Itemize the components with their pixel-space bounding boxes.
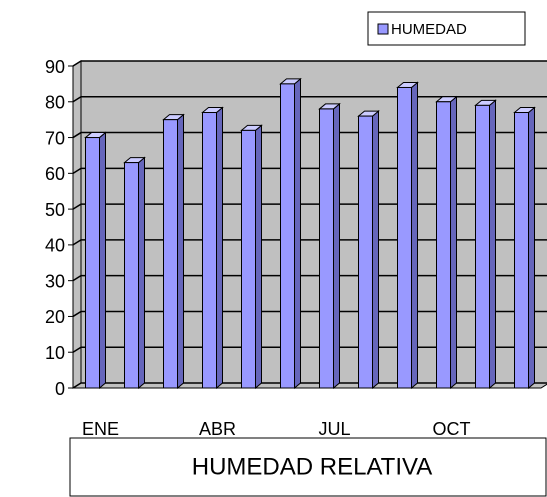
bar: [240, 124, 263, 390]
bar-side: [333, 102, 340, 390]
legend-swatch: [377, 23, 389, 35]
bar-side: [489, 99, 496, 390]
legend-label: HUMEDAD: [391, 21, 467, 38]
bar: [474, 99, 497, 390]
legend-box: [367, 11, 526, 46]
bar-front: [358, 115, 373, 389]
y-tick-label: 30: [45, 271, 65, 291]
chart-title: HUMEDAD RELATIVA: [192, 453, 432, 480]
x-tick-label: ENE: [82, 419, 119, 439]
bar-side: [138, 156, 145, 390]
grid-line: [72, 239, 547, 246]
y-tick-label: 50: [45, 200, 65, 220]
grid-line: [72, 96, 547, 103]
bar-front: [475, 104, 490, 389]
bar: [435, 95, 458, 390]
bar: [513, 106, 536, 390]
title-box: [69, 437, 547, 497]
y-tick-label: 60: [45, 164, 65, 184]
y-tick-label: 0: [55, 379, 65, 399]
bar: [396, 81, 419, 390]
bar: [84, 131, 107, 390]
grid-line: [72, 310, 547, 318]
y-tick-label: 70: [45, 128, 65, 148]
bar: [357, 110, 380, 390]
bar-side: [450, 95, 457, 390]
bar-side: [372, 110, 379, 390]
y-tick-label: 10: [45, 343, 65, 363]
bar-side: [99, 131, 106, 390]
bar-front: [85, 137, 100, 389]
x-tick-label: JUL: [318, 419, 350, 439]
bar: [162, 113, 185, 390]
grid-line: [72, 167, 547, 174]
bar-front: [319, 108, 334, 389]
grid-line: [72, 203, 547, 210]
bar-front: [202, 112, 217, 389]
bar-side: [528, 106, 535, 390]
y-tick-label: 40: [45, 236, 65, 256]
grid-line: [72, 60, 547, 67]
bar-front: [241, 129, 256, 389]
bar-side: [255, 124, 262, 390]
bar-front: [514, 112, 529, 389]
x-tick-label: ABR: [199, 419, 236, 439]
grid-line: [72, 131, 547, 139]
bar: [201, 106, 224, 390]
bar: [123, 156, 146, 390]
bar-front: [280, 83, 295, 389]
bar: [318, 102, 341, 390]
bar-front: [436, 101, 451, 389]
x-tick-label: OCT: [433, 419, 471, 439]
grid-line: [72, 382, 547, 389]
grid-line: [72, 346, 547, 353]
y-tick-label: 90: [45, 57, 65, 77]
bar-front: [163, 119, 178, 389]
bar-side: [411, 81, 418, 390]
grid-line: [72, 274, 547, 282]
bar-front: [124, 162, 139, 389]
bar: [279, 77, 302, 390]
y-tick-label: 80: [45, 93, 65, 113]
bar-side: [177, 113, 184, 390]
plot-side: [72, 60, 82, 389]
bar-side: [294, 77, 301, 390]
y-tick-label: 20: [45, 307, 65, 327]
bar-front: [397, 86, 412, 389]
bar-side: [216, 106, 223, 390]
